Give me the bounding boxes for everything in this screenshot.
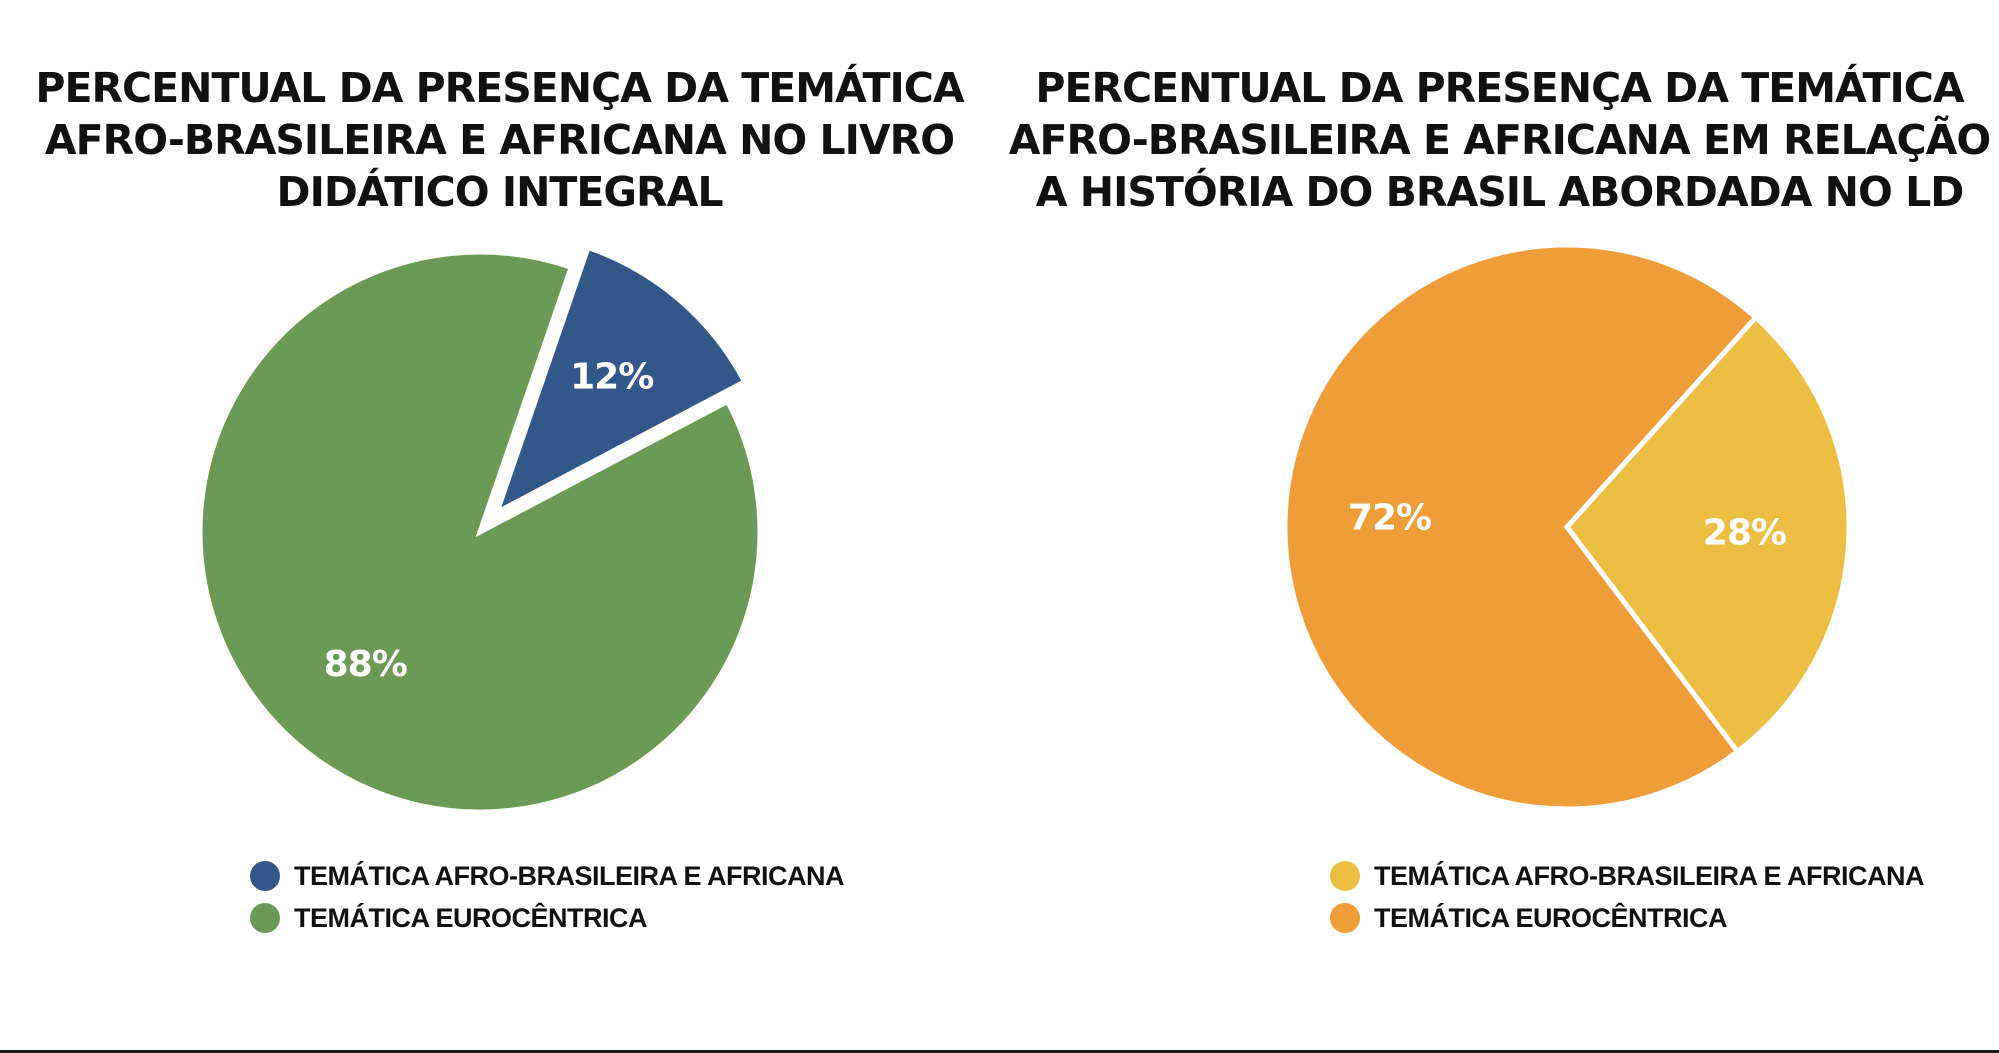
pie-chart: 12% 88% xyxy=(197,244,763,815)
slice-data-label: 12% xyxy=(570,356,653,397)
legend-swatch xyxy=(250,861,280,891)
chart-panel-left: PERCENTUAL DA PRESENÇA DA TEMÁTICA AFRO-… xyxy=(0,0,999,1053)
pie-slice xyxy=(492,244,748,518)
legend: TEMÁTICA AFRO-BRASILEIRA E AFRICANA TEMÁ… xyxy=(1330,855,1924,939)
pie-slice xyxy=(1282,242,1760,812)
legend-item-eurocentrica: TEMÁTICA EUROCÊNTRICA xyxy=(250,897,844,939)
legend-label: TEMÁTICA EUROCÊNTRICA xyxy=(1374,902,1728,933)
legend-item-afro: TEMÁTICA AFRO-BRASILEIRA E AFRICANA xyxy=(1330,855,1924,897)
chart-title: PERCENTUAL DA PRESENÇA DA TEMÁTICA AFRO-… xyxy=(1008,64,1991,216)
slice-data-label: 88% xyxy=(324,644,407,685)
legend-item-eurocentrica: TEMÁTICA EUROCÊNTRICA xyxy=(1330,897,1924,939)
legend-swatch xyxy=(250,903,280,933)
legend-item-afro: TEMÁTICA AFRO-BRASILEIRA E AFRICANA xyxy=(250,855,844,897)
legend-swatch xyxy=(1330,861,1360,891)
slice-data-label: 28% xyxy=(1703,512,1786,553)
chart-title: PERCENTUAL DA PRESENÇA DA TEMÁTICA AFRO-… xyxy=(35,64,964,216)
legend-label: TEMÁTICA AFRO-BRASILEIRA E AFRICANA xyxy=(1374,860,1924,891)
pie-chart: 28% 72% xyxy=(1282,242,1852,812)
pie-slice xyxy=(1563,313,1852,756)
legend-swatch xyxy=(1330,903,1360,933)
pie-slice xyxy=(197,249,763,815)
slice-data-label: 72% xyxy=(1348,498,1431,539)
legend: TEMÁTICA AFRO-BRASILEIRA E AFRICANA TEMÁ… xyxy=(250,855,844,939)
bottom-divider xyxy=(0,1050,1999,1053)
legend-label: TEMÁTICA AFRO-BRASILEIRA E AFRICANA xyxy=(294,860,844,891)
legend-label: TEMÁTICA EUROCÊNTRICA xyxy=(294,902,648,933)
chart-panel-right: PERCENTUAL DA PRESENÇA DA TEMÁTICA AFRO-… xyxy=(1000,0,1999,1053)
